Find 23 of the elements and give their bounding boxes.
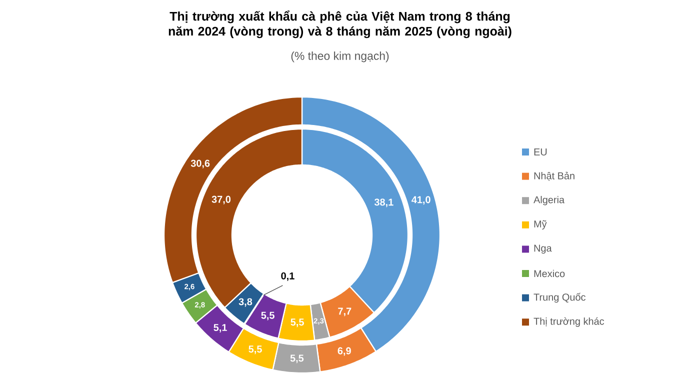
data-label: 30,6: [190, 160, 210, 168]
legend-label: Nga: [534, 244, 552, 254]
chart-subtitle: (% theo kim ngạch): [291, 52, 389, 62]
data-label: 7,7: [338, 308, 352, 316]
chart-title: Thị trường xuất khẩu cà phê của Việt Nam trong 8 tháng năm 2024 (vòng trong) và 8 tháng năm 2025 (vòng ngoài): [168, 10, 512, 38]
data-label: 37,0: [212, 196, 231, 204]
data-label: 6,9: [338, 347, 351, 356]
data-label: 5,5: [290, 318, 304, 328]
legend-label: Mexico: [534, 270, 565, 278]
data-label: 0,1: [281, 272, 294, 281]
legend-label: Mỹ: [534, 220, 547, 230]
data-label: 5,5: [261, 312, 274, 320]
data-label: 5,1: [214, 324, 227, 332]
data-label: 5,5: [248, 346, 262, 354]
data-label: 41,0: [412, 196, 430, 205]
legend-label: Trung Quốc: [534, 292, 586, 303]
data-label: 3,8: [238, 298, 252, 307]
legend-label: Nhật Bản: [534, 172, 574, 181]
legend-label: Algeria: [534, 196, 565, 206]
legend-label: Thị trường khác: [534, 317, 604, 327]
legend-label: EU: [534, 148, 547, 156]
data-label: 5,5: [290, 354, 304, 364]
data-label: 38,1: [374, 198, 394, 208]
